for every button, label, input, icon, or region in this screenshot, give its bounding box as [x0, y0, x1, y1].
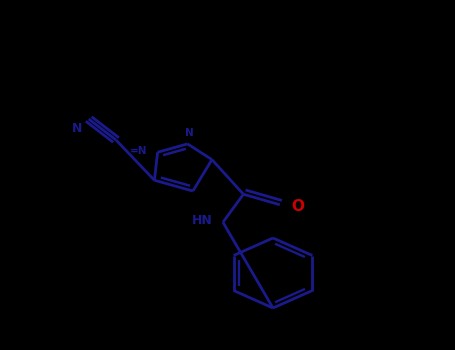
Text: HN: HN — [192, 214, 213, 227]
Text: =N: =N — [130, 146, 147, 155]
Text: O: O — [291, 199, 304, 214]
Text: N: N — [186, 127, 194, 138]
Text: N: N — [71, 122, 82, 135]
